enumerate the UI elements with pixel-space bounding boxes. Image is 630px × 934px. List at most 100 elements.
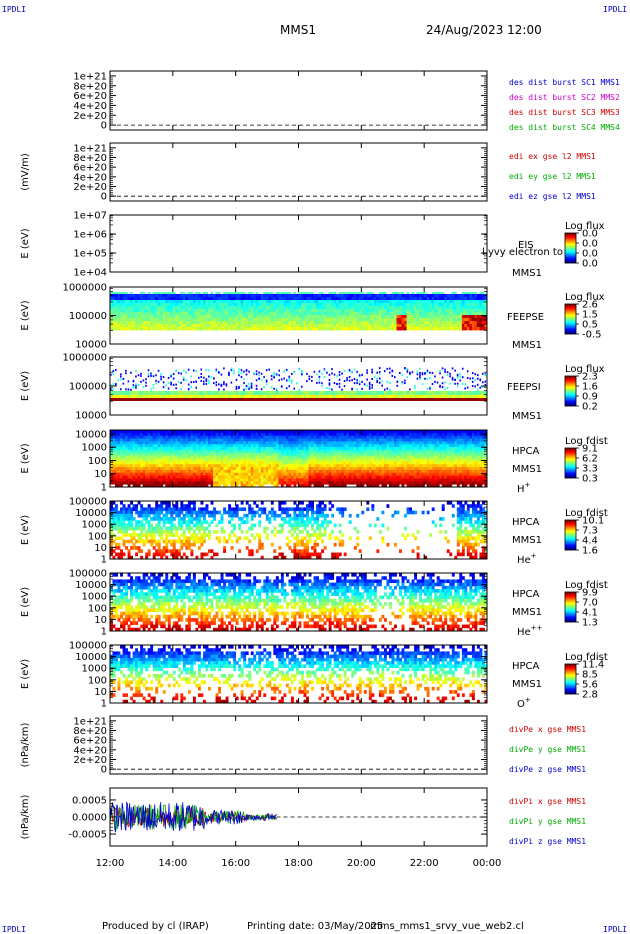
- spacecraft-label: MMS1: [512, 607, 542, 618]
- spacecraft-label: MMS1: [512, 679, 542, 690]
- y-tick-label: 1e+04: [73, 268, 107, 279]
- species-label: He+: [517, 552, 537, 566]
- y-tick-label: 6e+20: [73, 163, 107, 174]
- colorbar-label: 2.6: [582, 300, 598, 311]
- y-tick-label: 1000000: [62, 283, 107, 294]
- colorbar-label: 5.6: [582, 680, 598, 691]
- instrument-label: HPCA: [512, 661, 540, 672]
- y-tick-label: 1000000: [62, 353, 107, 364]
- colorbar-label: 2.3: [582, 372, 598, 383]
- y-tick-label: 10: [94, 543, 107, 554]
- colorbar-title: Log fdist: [565, 580, 608, 591]
- colorbar-title: Log fdist: [565, 436, 608, 447]
- y-tick-label: 10000: [75, 429, 107, 440]
- y-tick-label: 0.0000: [72, 813, 107, 824]
- colorbar-label: 1.6: [582, 382, 598, 393]
- y-tick-label: 10000: [75, 411, 107, 422]
- legend-entry: des dist burst SC2 MMS2: [509, 93, 620, 102]
- x-tick-label: 16:00: [221, 858, 250, 869]
- y-tick-label: 0.0005: [72, 795, 107, 806]
- overlay-label: l yvy electron to: [482, 247, 563, 258]
- colorbar-label: 0.0: [582, 229, 598, 240]
- colorbar-label: 0.3: [582, 474, 598, 485]
- legend-entry: edi ez gse l2 MMS1: [509, 192, 596, 201]
- y-axis-label: E (eV): [20, 443, 31, 473]
- y-tick-label: 1: [101, 699, 107, 710]
- colorbar-label: 0.2: [582, 402, 598, 413]
- y-tick-label: 100000: [69, 382, 107, 393]
- spacecraft-label: MMS1: [512, 464, 542, 475]
- colorbar-label: 1.3: [582, 618, 598, 629]
- corner-label-top-left: IPDLI: [2, 5, 26, 14]
- instrument-label: EIS: [518, 240, 534, 251]
- colorbar-title: Log flux: [565, 221, 605, 232]
- y-tick-label: 1e+06: [73, 230, 107, 241]
- colorbar-label: 11.4: [582, 660, 604, 671]
- datetime-title: 24/Aug/2023 12:00: [426, 23, 542, 37]
- y-tick-label: 2e+20: [73, 182, 107, 193]
- y-axis-label: E (eV): [20, 371, 31, 401]
- colorbar-label: 7.0: [582, 598, 598, 609]
- colorbar-label: 4.1: [582, 608, 598, 619]
- legend-entry: divPi x gse MMS1: [509, 797, 586, 806]
- y-tick-label: 1e+07: [73, 211, 107, 222]
- colorbar-label: 7.3: [582, 526, 598, 537]
- species-label: H+: [517, 481, 531, 495]
- y-tick-label: 10000: [75, 508, 107, 519]
- y-tick-label: 1e+21: [73, 143, 107, 154]
- colorbar-label: 9.9: [582, 588, 598, 599]
- y-tick-label: 1: [101, 627, 107, 638]
- legend-entry: divPe x gse MMS1: [509, 725, 586, 734]
- mission-title: MMS1: [280, 23, 316, 37]
- y-tick-label: 10000: [75, 580, 107, 591]
- y-tick-label: 100000: [69, 641, 107, 652]
- y-tick-label: 4e+20: [73, 745, 107, 756]
- y-tick-label: 100: [88, 456, 107, 467]
- y-tick-label: 0: [101, 765, 107, 776]
- y-tick-label: 1: [101, 483, 107, 494]
- footer-produced: Produced by cl (IRAP): [102, 921, 209, 932]
- y-tick-label: 1000: [82, 443, 107, 454]
- footer-filename: mms_mms1_srvy_vue_web2.cl: [370, 921, 524, 932]
- y-axis-label: E (eV): [20, 228, 31, 258]
- y-tick-label: 100000: [69, 497, 107, 508]
- y-tick-label: 1000: [82, 664, 107, 675]
- corner-label-bottom-left: IPDLI: [2, 925, 26, 934]
- legend-entry: des dist burst SC3 MMS3: [509, 108, 620, 117]
- x-tick-label: 20:00: [347, 858, 376, 869]
- spacecraft-label: MMS1: [512, 535, 542, 546]
- x-tick-label: 00:00: [473, 858, 502, 869]
- panel-p5: 1000000 100000 10000 E (eV) FEEPSI MMS1 Log fl…: [20, 353, 605, 423]
- y-tick-label: 0: [101, 121, 107, 132]
- y-tick-label: 1e+05: [73, 249, 107, 260]
- instrument-label: HPCA: [512, 446, 540, 457]
- y-tick-label: 1000: [82, 520, 107, 531]
- y-tick-label: 100: [88, 603, 107, 614]
- species-label: O+: [517, 696, 531, 710]
- y-tick-label: 6e+20: [73, 91, 107, 102]
- y-tick-label: 1e+21: [73, 716, 107, 727]
- legend-entry: divPi y gse MMS1: [509, 817, 586, 826]
- species-name: O: [517, 699, 525, 710]
- instrument-label: FEEPSE: [507, 312, 544, 323]
- colorbar-label: 10.1: [582, 516, 604, 527]
- colorbar-label: 0.0: [582, 239, 598, 250]
- colorbar-label: 1.5: [582, 310, 598, 321]
- y-tick-label: 100000: [69, 569, 107, 580]
- y-axis-label: (nPa/km): [20, 723, 31, 768]
- species-name: H: [517, 484, 525, 495]
- spacecraft-label: MMS1: [512, 268, 542, 279]
- panel-p4: 1000000 100000 10000 E (eV) FEEPSE MMS1 Log fl…: [20, 283, 605, 352]
- y-tick-label: 0: [101, 192, 107, 203]
- y-tick-label: 10: [94, 687, 107, 698]
- corner-label-top-right: IPDLI: [603, 5, 627, 14]
- time-axis: 12:00 14:00 16:00 18:00 20:00 22:00 00:00: [96, 858, 502, 869]
- species-label: He++: [517, 624, 543, 638]
- colorbar-label: 8.5: [582, 670, 598, 681]
